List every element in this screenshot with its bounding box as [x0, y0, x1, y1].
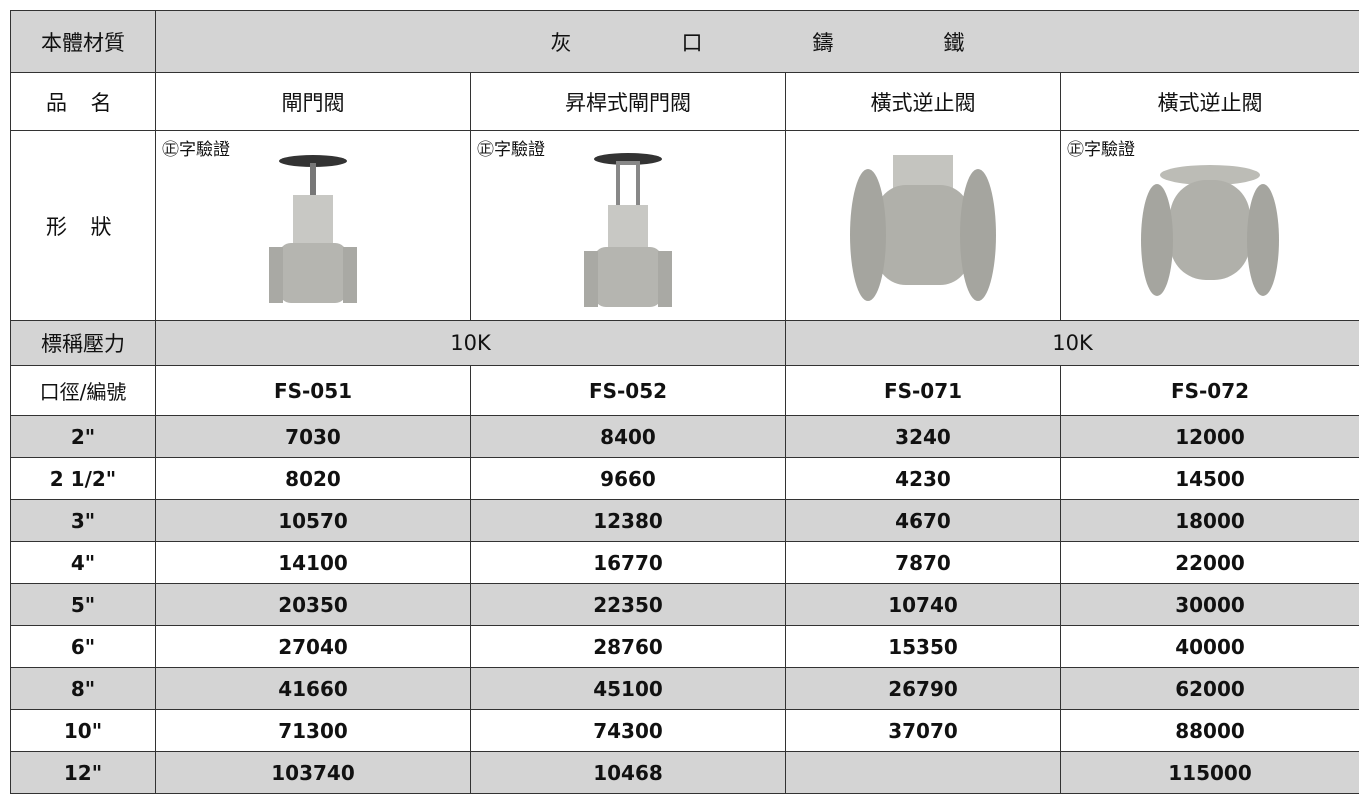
image-cell: [786, 131, 1061, 321]
product-name: 橫式逆止閥: [786, 73, 1061, 131]
size: 12": [11, 752, 156, 794]
model-code: FS-052: [471, 366, 786, 416]
price: 115000: [1061, 752, 1359, 794]
price: 74300: [471, 710, 786, 752]
model-code: FS-072: [1061, 366, 1359, 416]
price: 15350: [786, 626, 1061, 668]
size: 3": [11, 500, 156, 542]
shape-row: 形 狀 ㊣字驗證 ㊣字驗證 ㊣字驗證: [11, 131, 1359, 321]
price: 18000: [1061, 500, 1359, 542]
size: 5": [11, 584, 156, 626]
price: 41660: [156, 668, 471, 710]
price: 9660: [471, 458, 786, 500]
price: 20350: [156, 584, 471, 626]
price: 62000: [1061, 668, 1359, 710]
price: 37070: [786, 710, 1061, 752]
price: 45100: [471, 668, 786, 710]
header-label: 本體材質: [11, 11, 156, 73]
price: 88000: [1061, 710, 1359, 752]
row-label: 標稱壓力: [11, 321, 156, 366]
price: 10740: [786, 584, 1061, 626]
price: 12380: [471, 500, 786, 542]
size: 6": [11, 626, 156, 668]
price: 10570: [156, 500, 471, 542]
price: 28760: [471, 626, 786, 668]
price: 12000: [1061, 416, 1359, 458]
name-row: 品 名 閘門閥 昇桿式閘門閥 橫式逆止閥 橫式逆止閥: [11, 73, 1359, 131]
code-row: 口徑/編號 FS-051 FS-052 FS-071 FS-072: [11, 366, 1359, 416]
price: 40000: [1061, 626, 1359, 668]
size: 2": [11, 416, 156, 458]
badge: ㊣字驗證: [1067, 135, 1135, 160]
price: 22000: [1061, 542, 1359, 584]
price: [786, 752, 1061, 794]
image-cell: ㊣字驗證: [471, 131, 786, 321]
model-code: FS-071: [786, 366, 1061, 416]
price: 26790: [786, 668, 1061, 710]
price: 7870: [786, 542, 1061, 584]
check-valve-image: [838, 135, 1008, 315]
pressure-row: 標稱壓力 10K 10K: [11, 321, 1359, 366]
price: 8020: [156, 458, 471, 500]
row-label: 口徑/編號: [11, 366, 156, 416]
price: 14100: [156, 542, 471, 584]
image-cell: ㊣字驗證: [156, 131, 471, 321]
price: 30000: [1061, 584, 1359, 626]
price: 10468: [471, 752, 786, 794]
pressure: 10K: [786, 321, 1359, 366]
price: 103740: [156, 752, 471, 794]
size: 8": [11, 668, 156, 710]
price: 27040: [156, 626, 471, 668]
row-label: 品 名: [11, 73, 156, 131]
check-valve-image: [1125, 135, 1295, 315]
product-name: 橫式逆止閥: [1061, 73, 1359, 131]
badge: ㊣字驗證: [162, 135, 230, 160]
price: 4230: [786, 458, 1061, 500]
size: 10": [11, 710, 156, 752]
price-table: 本體材質 灰口鑄鐵 品 名 閘門閥 昇桿式閘門閥 橫式逆止閥 橫式逆止閥 形 狀…: [10, 10, 1359, 794]
gate-valve-image: [253, 135, 373, 315]
size: 2 1/2": [11, 458, 156, 500]
image-cell: ㊣字驗證: [1061, 131, 1359, 321]
row-label: 形 狀: [11, 131, 156, 321]
price: 22350: [471, 584, 786, 626]
price: 8400: [471, 416, 786, 458]
product-name: 閘門閥: [156, 73, 471, 131]
pressure: 10K: [156, 321, 786, 366]
material-cell: 灰口鑄鐵: [156, 11, 1359, 73]
badge: ㊣字驗證: [477, 135, 545, 160]
size: 4": [11, 542, 156, 584]
rising-stem-valve-image: [568, 135, 688, 315]
price: 7030: [156, 416, 471, 458]
price: 16770: [471, 542, 786, 584]
product-name: 昇桿式閘門閥: [471, 73, 786, 131]
model-code: FS-051: [156, 366, 471, 416]
material: 灰口鑄鐵: [441, 31, 1075, 55]
header-row: 本體材質 灰口鑄鐵: [11, 11, 1359, 73]
price: 3240: [786, 416, 1061, 458]
price: 4670: [786, 500, 1061, 542]
price: 14500: [1061, 458, 1359, 500]
price: 71300: [156, 710, 471, 752]
